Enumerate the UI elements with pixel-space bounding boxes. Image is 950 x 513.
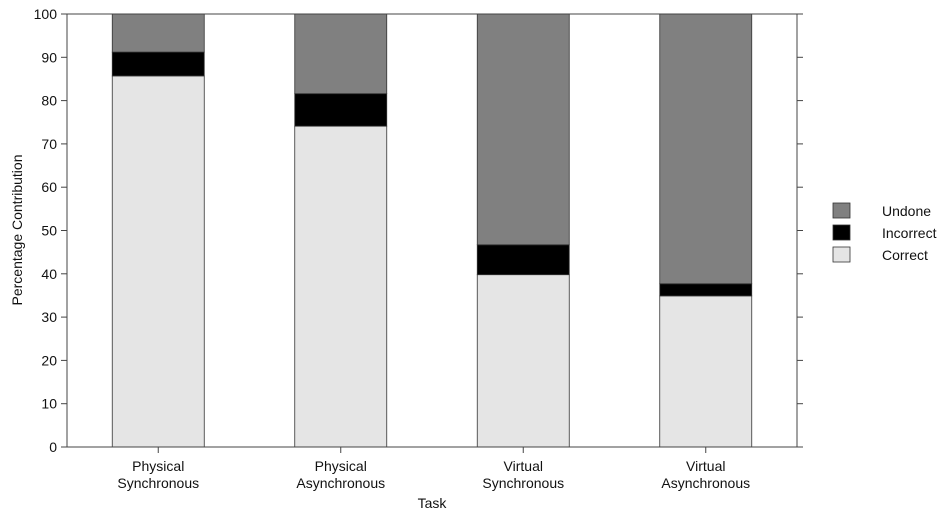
y-tick-label: 40 bbox=[41, 266, 57, 282]
bar-undone-0 bbox=[111, 13, 205, 53]
y-tick-label: 80 bbox=[41, 93, 57, 109]
bar-correct-0 bbox=[111, 75, 205, 448]
legend: Undone Incorrect Correct bbox=[832, 202, 937, 263]
y-tick-label: 30 bbox=[41, 309, 57, 325]
x-axis: PhysicalSynchronousPhysicalAsynchronousV… bbox=[117, 447, 750, 491]
y-tick-label: 20 bbox=[41, 352, 57, 368]
legend-label-incorrect: Incorrect bbox=[882, 225, 937, 241]
y-axis-title: Percentage Contribution bbox=[9, 155, 25, 306]
bar-incorrect-3 bbox=[659, 283, 753, 297]
bar-incorrect-1 bbox=[294, 93, 388, 127]
bars-group bbox=[111, 13, 753, 448]
x-tick-label: Synchronous bbox=[117, 475, 199, 491]
legend-swatch-undone bbox=[832, 202, 851, 219]
bar-correct-1 bbox=[294, 125, 388, 448]
legend-swatch-incorrect bbox=[832, 224, 851, 241]
bar-incorrect-0 bbox=[111, 51, 205, 77]
bar-undone-2 bbox=[476, 13, 570, 246]
y-tick-label: 60 bbox=[41, 179, 57, 195]
bar-correct-2 bbox=[476, 274, 570, 448]
y-tick-label: 90 bbox=[41, 49, 57, 65]
bar-incorrect-2 bbox=[476, 244, 570, 276]
legend-swatch-correct bbox=[832, 246, 851, 263]
y-tick-label: 0 bbox=[49, 439, 57, 455]
x-tick-label: Synchronous bbox=[482, 475, 564, 491]
x-tick-label: Physical bbox=[315, 458, 367, 474]
y-tick-label: 100 bbox=[34, 6, 58, 22]
x-tick-label: Asynchronous bbox=[296, 475, 385, 491]
y-tick-label: 70 bbox=[41, 136, 57, 152]
x-tick-label: Virtual bbox=[686, 458, 725, 474]
y-tick-label: 10 bbox=[41, 396, 57, 412]
x-tick-label: Asynchronous bbox=[661, 475, 750, 491]
legend-label-undone: Undone bbox=[882, 203, 931, 219]
bar-correct-3 bbox=[659, 295, 753, 448]
x-tick-label: Virtual bbox=[504, 458, 543, 474]
legend-label-correct: Correct bbox=[882, 247, 928, 263]
y-axis: 0 10 20 30 40 50 60 70 80 90 100 bbox=[34, 6, 803, 455]
y-tick-label: 50 bbox=[41, 223, 57, 239]
bar-undone-1 bbox=[294, 13, 388, 95]
bar-undone-3 bbox=[659, 13, 753, 285]
x-axis-title: Task bbox=[418, 495, 448, 511]
x-tick-label: Physical bbox=[132, 458, 184, 474]
